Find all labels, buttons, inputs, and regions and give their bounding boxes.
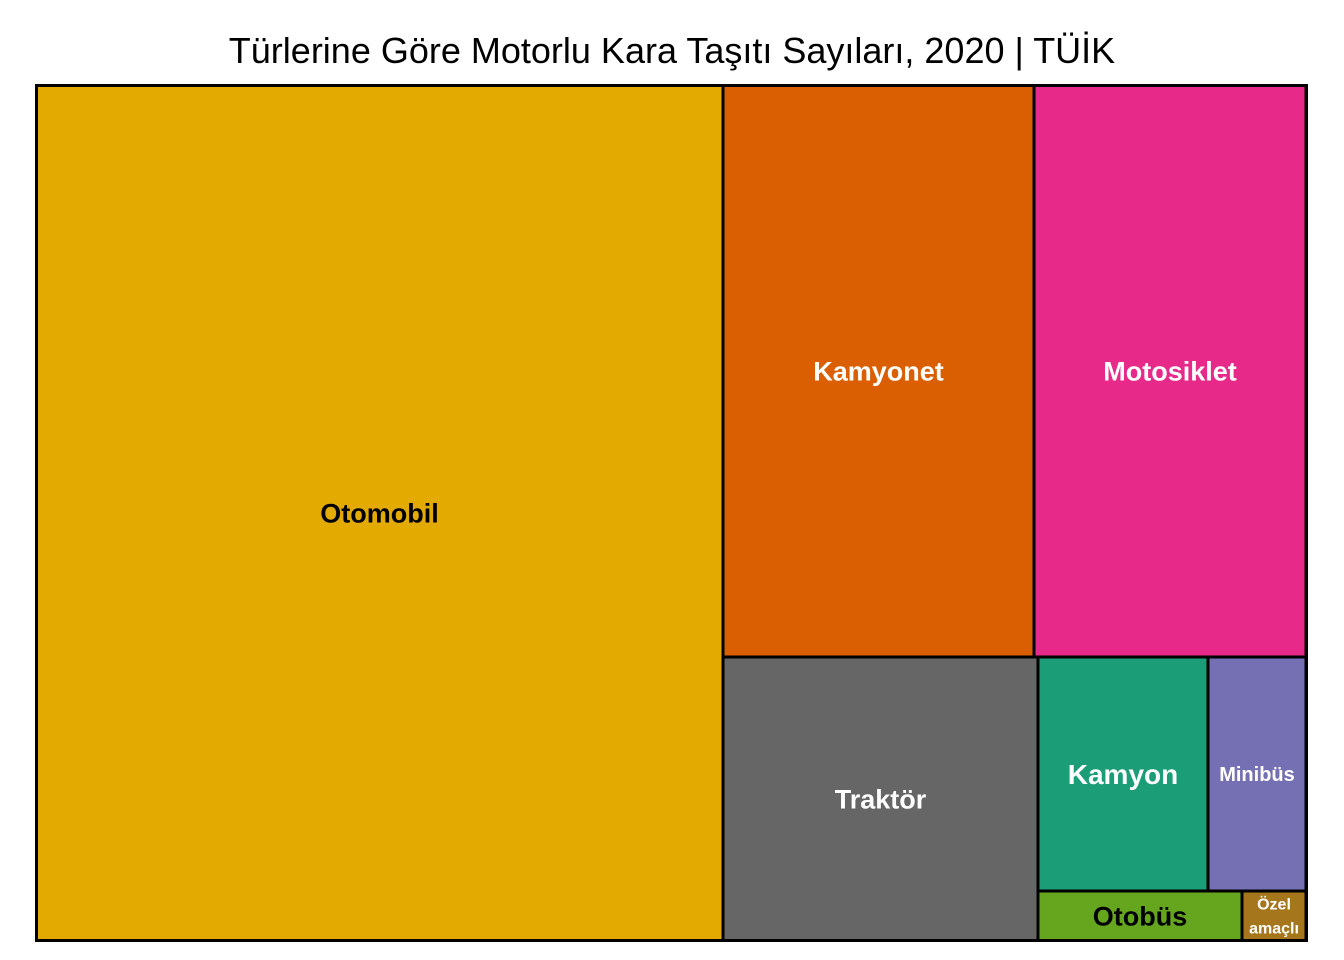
treemap-label-motosiklet: Motosiklet [1103, 356, 1237, 386]
treemap-svg: Otomobil Kamyonet Motosiklet Traktör Kamyon M… [35, 84, 1308, 942]
treemap-label-minibüs: Minibüs [1219, 764, 1295, 786]
treemap-chart: Otomobil Kamyonet Motosiklet Traktör Kamyon M… [35, 84, 1308, 942]
treemap-label-özel-amaçlı: Özel amaçlı [1249, 895, 1299, 938]
treemap-tile-özel-amaçlı [1240, 889, 1308, 942]
treemap-tile-otomobil [35, 84, 725, 942]
treemap-label-kamyon: Kamyon [1068, 759, 1178, 790]
chart-title: Türlerine Göre Motorlu Kara Taşıtı Sayıl… [228, 30, 1116, 71]
treemap-tile-traktör [721, 655, 1040, 942]
treemap-border [35, 84, 1308, 942]
treemap-label-kamyonet: Kamyonet [813, 356, 944, 386]
treemap-tile-minibüs [1206, 655, 1308, 893]
treemap-label-traktör: Traktör [835, 784, 927, 814]
treemap-label-otobüs: Otobüs [1093, 901, 1188, 931]
treemap-tile-kamyonet [721, 84, 1036, 659]
treemap-label-otomobil: Otomobil [320, 498, 438, 528]
